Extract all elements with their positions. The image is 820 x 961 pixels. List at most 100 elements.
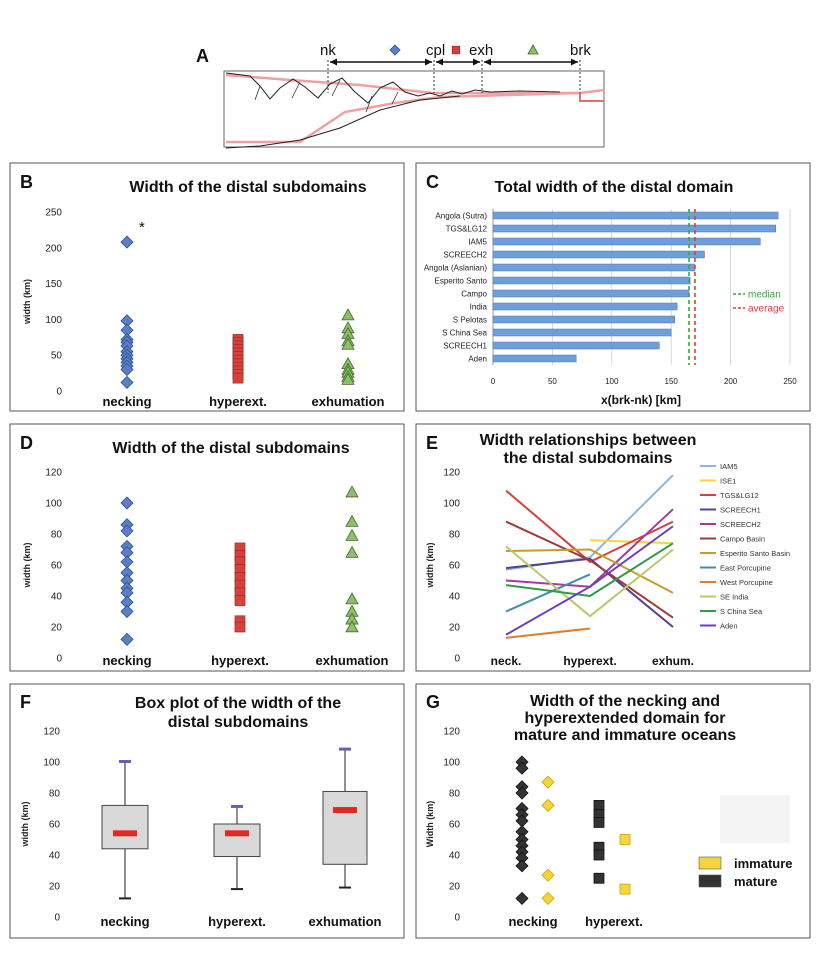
label-cpl: cpl: [426, 42, 445, 59]
data-point-necking: [120, 375, 134, 389]
data-point-necking-immature: [541, 798, 555, 812]
median-bar: [113, 830, 137, 837]
category-label: necking: [508, 914, 557, 929]
panel-e-frame: [415, 423, 811, 672]
data-point-hyperext-immature: [619, 883, 631, 895]
y-tick-label: 20: [51, 623, 63, 634]
category-label: necking: [102, 394, 151, 409]
data-point-necking-mature: [515, 891, 529, 905]
offset-line: [579, 93, 604, 102]
y-tick-label: 100: [443, 758, 460, 769]
category-label: exhum.: [652, 654, 694, 668]
data-point-necking: [120, 524, 134, 538]
box-iqr: [101, 804, 149, 850]
data-point-necking: [120, 604, 134, 619]
category-label: necking: [102, 653, 151, 668]
data-point-necking: [120, 555, 134, 569]
cross-section-frame: [223, 70, 605, 148]
data-point-necking: [120, 496, 134, 510]
series-line-SCREECH1: [505, 557, 674, 628]
y-tick-label: 60: [449, 820, 461, 831]
legend-label-SCREECH1: SCREECH1: [720, 506, 761, 515]
panel-c-frame: [415, 162, 811, 412]
y-tick-label: 80: [51, 530, 63, 541]
arrowhead-left-0: [330, 58, 337, 66]
panel-f: F Box plot of the width of the distal subd…: [20, 692, 382, 929]
bar: [492, 263, 696, 272]
legend-label-average: average: [748, 304, 785, 315]
bar-category-label: Angola (Sutra): [435, 212, 487, 221]
data-point-necking: [120, 362, 134, 377]
bar-category-label: India: [470, 303, 488, 312]
data-point-hyperext: [234, 621, 246, 633]
y-tick-label: 60: [51, 561, 63, 572]
y-tick-label: 0: [454, 913, 460, 924]
y-axis-label: width (km): [22, 543, 32, 589]
y-axis-label: Width (km): [425, 801, 435, 847]
panel-c: C Total width of the distal domain 0 50 100 1…: [424, 172, 797, 407]
legend-label-SE India: SE India: [720, 593, 749, 602]
series-line-East Porcupine: [505, 573, 591, 613]
bar-category-label: SCREECH2: [443, 251, 487, 260]
data-point-exhumation: [341, 337, 355, 350]
data-point-necking-immature: [541, 775, 555, 789]
label-exh: exh: [469, 42, 493, 59]
panel-g-frame: [415, 683, 811, 939]
data-point-hyperext-mature: [593, 849, 605, 861]
box-iqr: [322, 790, 368, 865]
x-axis-label: x(brk-nk) [km]: [601, 393, 681, 407]
bar: [492, 354, 577, 363]
x-tick-label: 50: [548, 377, 557, 386]
category-label: hyperext.: [208, 914, 266, 929]
y-tick-label: 80: [449, 530, 461, 541]
data-point-hyperext: [232, 372, 244, 384]
y-axis-label: width (km): [22, 279, 32, 325]
y-axis-label: width (km): [425, 543, 435, 589]
y-tick-label: 40: [51, 592, 63, 603]
panel-b: B 0 50 100 150 200 250 width (km) Width of the d…: [20, 172, 385, 409]
y-tick-label: 100: [45, 499, 62, 510]
category-label: exhumation: [316, 653, 389, 668]
y-tick-label: 200: [45, 243, 62, 254]
y-tick-label: 120: [45, 468, 62, 479]
panel-letter: E: [426, 433, 438, 453]
legend-label-TGS&LG12: TGS&LG12: [720, 491, 759, 500]
category-label: hyperext.: [211, 653, 269, 668]
legend-label-mature: mature: [734, 874, 777, 889]
y-tick-label: 80: [49, 789, 61, 800]
bar-category-label: TGS&LG12: [446, 225, 488, 234]
hyperext-symbol: [451, 45, 461, 55]
necking-symbol: [389, 44, 401, 56]
y-tick-label: 60: [449, 561, 461, 572]
y-tick-label: 20: [49, 882, 61, 893]
bar-category-label: Aden: [468, 355, 487, 364]
bar: [492, 302, 678, 311]
legend-label-immature: immature: [734, 856, 793, 871]
y-axis-label: width (km): [20, 802, 30, 848]
bar-category-label: Campo: [461, 290, 487, 299]
y-tick-label: 0: [54, 913, 60, 924]
bar: [492, 276, 691, 285]
y-tick-label: 100: [443, 499, 460, 510]
series-line-Esperito Santo Basin: [505, 548, 674, 594]
arrowhead-right-1: [473, 58, 480, 66]
median-bar: [225, 830, 249, 837]
chart-title-line: Width relationships between: [480, 432, 697, 449]
category-label: hyperext.: [563, 654, 616, 668]
panel-a-letter: A: [196, 46, 209, 66]
legend-label-East Porcupine: East Porcupine: [720, 564, 771, 573]
panel-f-frame: [9, 683, 405, 939]
category-label: hyperext.: [209, 394, 267, 409]
max-cap: [231, 804, 243, 808]
category-label: exhumation: [312, 394, 385, 409]
data-point-necking: [120, 235, 134, 249]
data-point-exhumation: [345, 485, 359, 498]
outlier-annotation: *: [139, 219, 145, 236]
data-point-hyperext-mature: [593, 800, 605, 811]
bar: [492, 289, 690, 298]
max-cap: [339, 747, 351, 751]
y-tick-label: 20: [449, 882, 461, 893]
x-tick-label: 100: [605, 377, 619, 386]
